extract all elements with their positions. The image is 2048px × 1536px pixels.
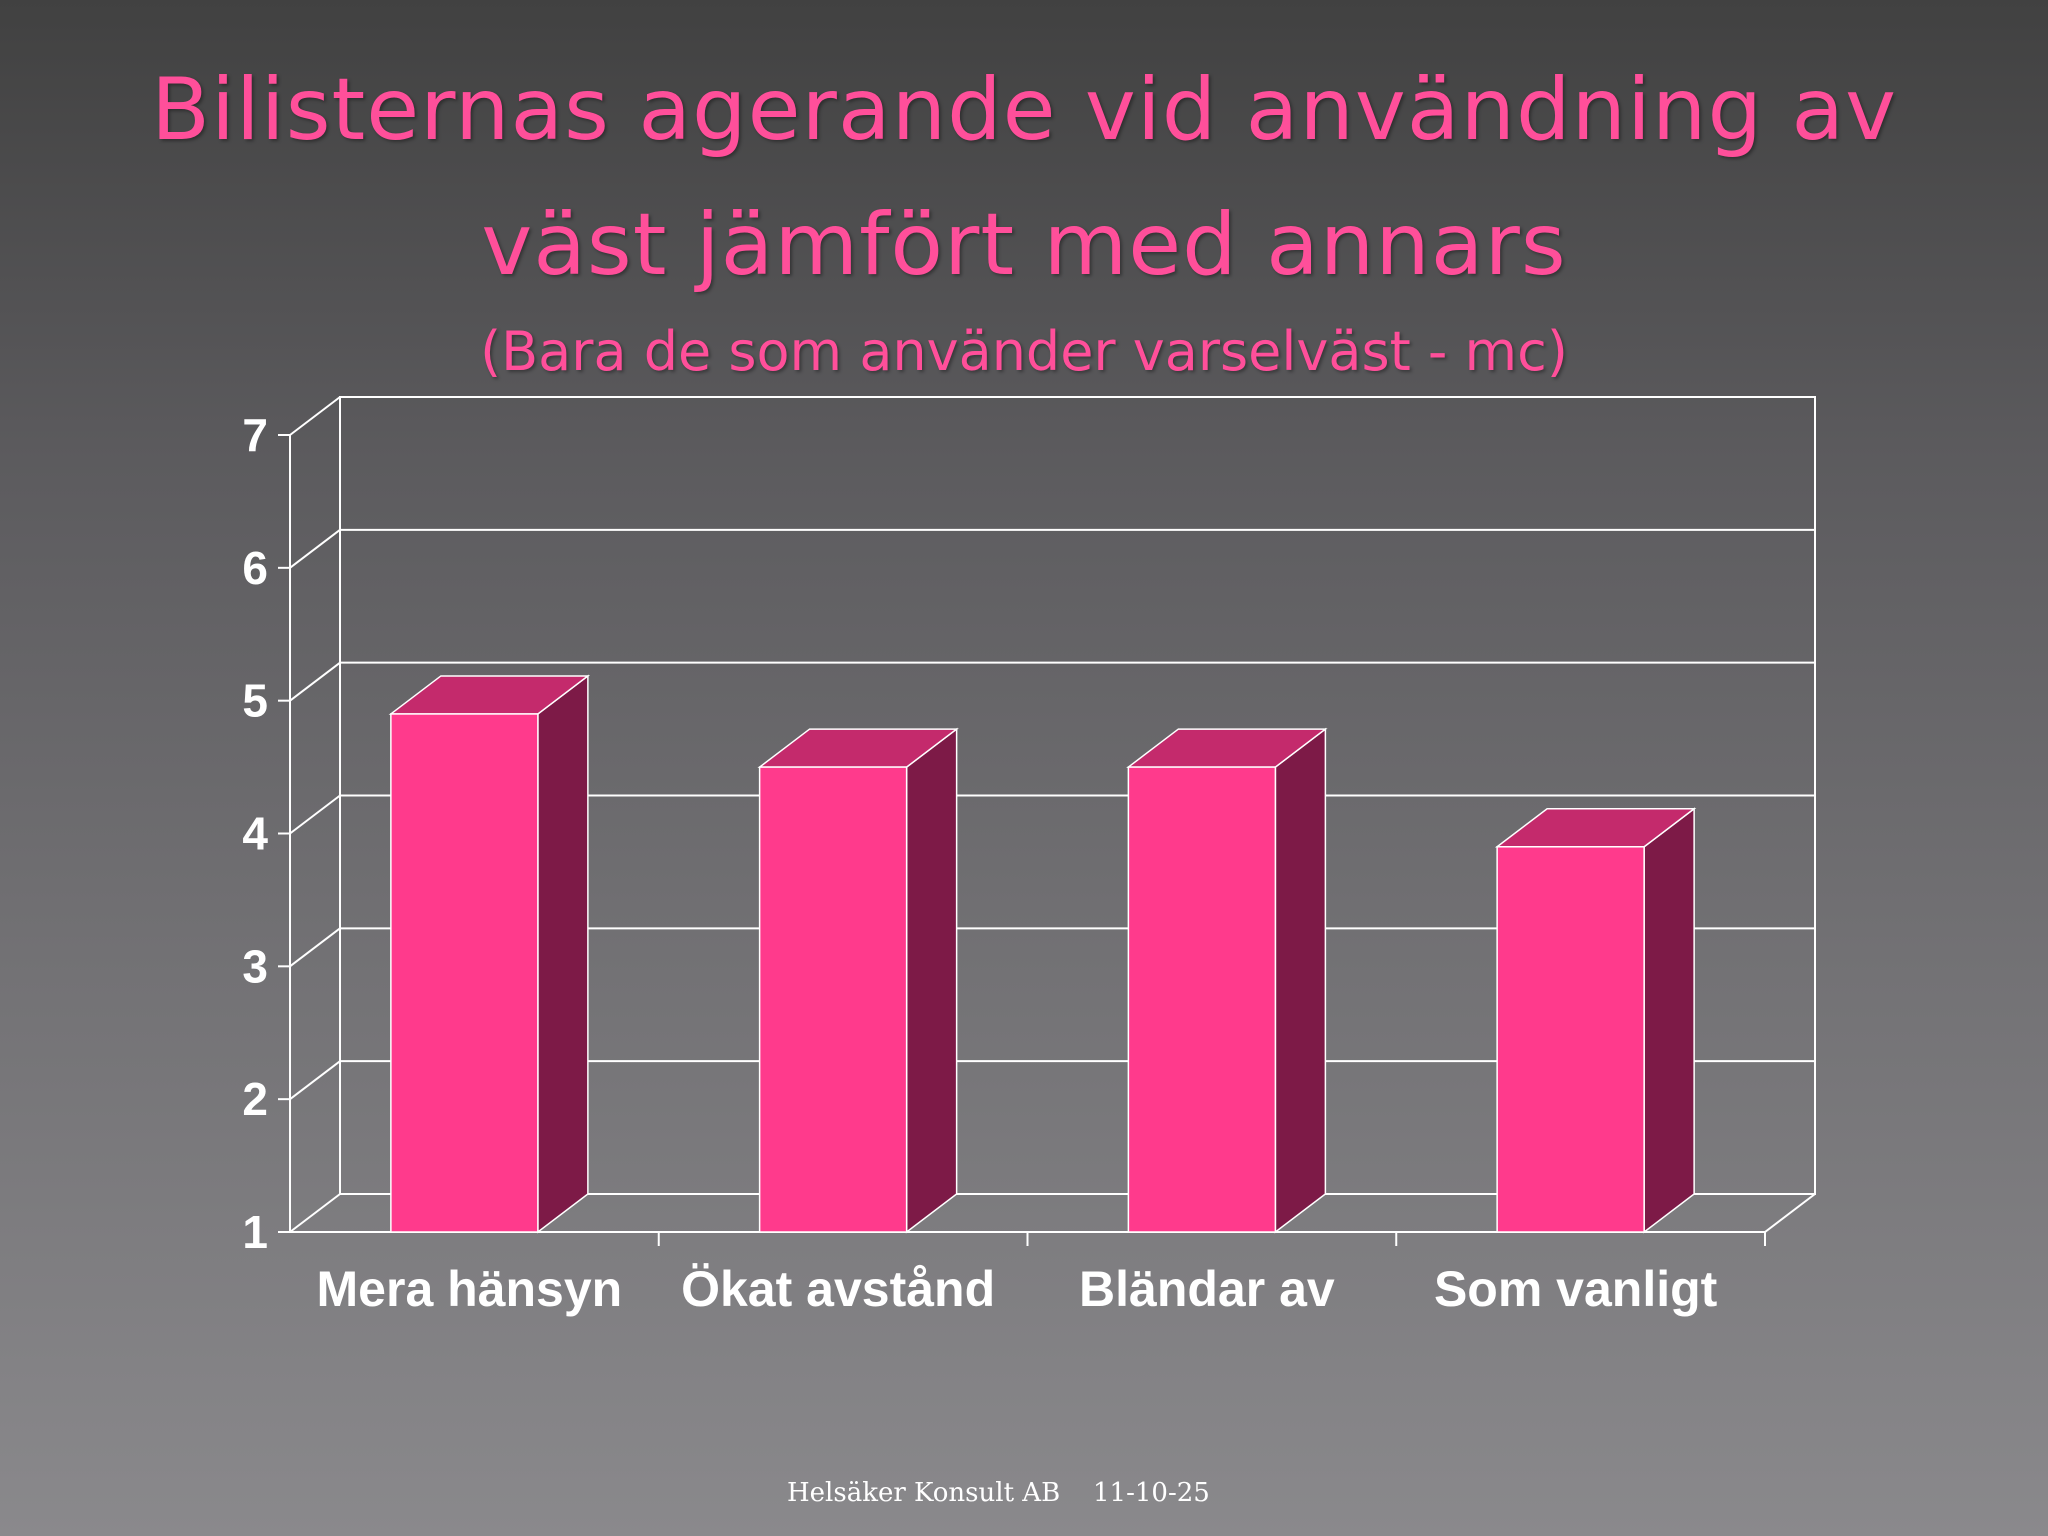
- ytick-label-1: 1: [242, 1206, 268, 1258]
- ytick-label-7: 7: [242, 409, 268, 461]
- category-label-3: Bländar av: [1079, 1261, 1335, 1317]
- bar-side-3: [1274, 727, 1327, 1234]
- bar-side-4: [1643, 807, 1695, 1234]
- chart-labels: 1 2 3 4 5 6 7 Mera hänsyn Ökat avstånd Bländar av…: [242, 409, 1717, 1317]
- bar-1: [390, 713, 539, 1233]
- gridline-side-7: [289, 396, 341, 436]
- footer-date: 11-10-25: [1093, 1478, 1210, 1508]
- category-label-1: Mera hänsyn: [317, 1261, 623, 1317]
- chart-bars: [388, 674, 1697, 1234]
- ytick-label-5: 5: [242, 675, 268, 727]
- gridline-side-3: [289, 927, 341, 968]
- gridline-side-2: [289, 1060, 341, 1100]
- gridline-side-6: [289, 529, 341, 569]
- slide-subtitle: (Bara de som använder varselväst - mc): [480, 320, 1568, 383]
- ytick-label-3: 3: [242, 940, 268, 992]
- chart-floor-edge: [289, 1193, 341, 1233]
- bar-side-2: [905, 727, 958, 1234]
- footer-company: Helsäker Konsult AB: [787, 1478, 1061, 1508]
- ytick-label-4: 4: [242, 808, 268, 860]
- category-label-2: Ökat avstånd: [681, 1261, 995, 1317]
- category-label-4: Som vanligt: [1434, 1261, 1718, 1317]
- bar-3: [1127, 766, 1277, 1233]
- slide-title-line2: väst jämfört med annars: [481, 195, 1567, 295]
- ytick-label-2: 2: [242, 1073, 268, 1125]
- bar-2: [758, 766, 908, 1233]
- bar-side-1: [537, 674, 589, 1234]
- bar-4: [1496, 846, 1645, 1233]
- gridline-side-5: [289, 661, 341, 702]
- slide-title-line1: Bilisternas agerande vid användning av: [151, 60, 1897, 160]
- gridline-side-4: [289, 794, 341, 835]
- ytick-label-6: 6: [242, 542, 268, 594]
